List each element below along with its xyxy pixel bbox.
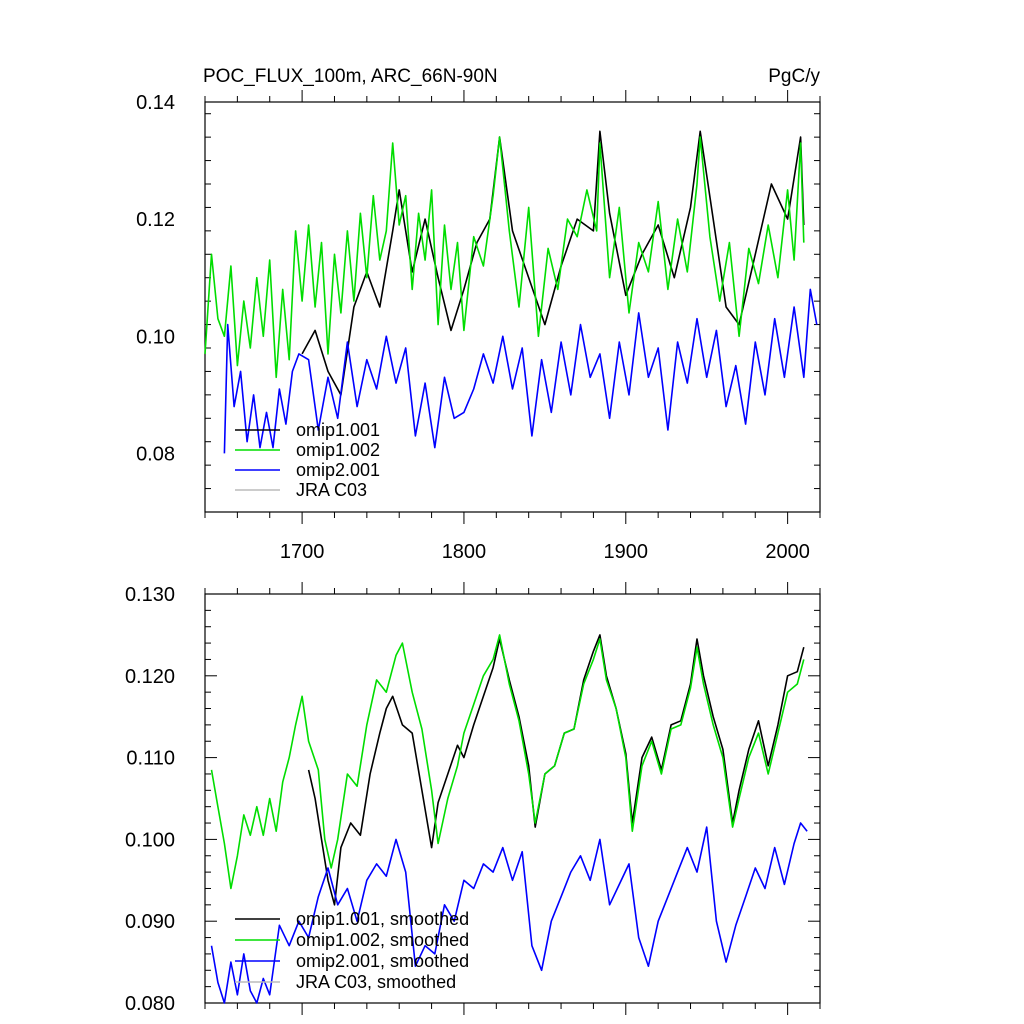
y-tick-label: 0.08: [136, 443, 175, 465]
y-tick-label: 0.110: [126, 748, 175, 770]
x-tick-label: 2000: [765, 541, 810, 563]
y-tick-label: 0.090: [125, 911, 175, 933]
y-tick-label: 0.130: [125, 584, 175, 606]
units-label: PgC/y: [768, 66, 820, 87]
y-tick-label: 0.14: [136, 92, 175, 114]
legend-label: omip1.001: [296, 420, 380, 440]
y-tick-label: 0.12: [136, 209, 175, 231]
legend-label: JRA C03, smoothed: [296, 972, 456, 992]
y-tick-label: 0.120: [125, 666, 175, 688]
plot-frame: [204, 101, 821, 513]
plot-frame: [204, 593, 821, 1004]
figure-title: POC_FLUX_100m, ARC_66N-90N: [203, 66, 498, 87]
x-tick-label: 1900: [604, 541, 649, 563]
legend-label: omip1.001, smoothed: [296, 909, 469, 929]
bottom-panel: 0.080 0.090 0.100 0.110 0.120 0.130 omip1.001,…: [125, 582, 821, 1015]
series-line: [210, 634, 805, 890]
series-line: [204, 136, 805, 379]
legend-label: omip1.002: [296, 440, 380, 460]
legend-label: omip2.001, smoothed: [296, 951, 469, 971]
series-line: [210, 822, 808, 1004]
y-tick-label: 0.100: [125, 829, 175, 851]
top-panel: 0.08 0.10 0.12 0.14 1700 1800 1900 2000 omip1.00…: [136, 90, 821, 563]
series-line: [223, 288, 818, 454]
legend-label: omip1.002, smoothed: [296, 930, 469, 950]
series-line: [307, 634, 805, 906]
y-tick-label: 0.080: [125, 993, 175, 1015]
series-line: [301, 130, 805, 396]
y-tick-label: 0.10: [136, 326, 175, 348]
x-tick-label: 1800: [442, 541, 487, 563]
x-tick-label: 1700: [280, 541, 325, 563]
legend-label: omip2.001: [296, 460, 380, 480]
legend-label: JRA C03: [296, 480, 367, 500]
